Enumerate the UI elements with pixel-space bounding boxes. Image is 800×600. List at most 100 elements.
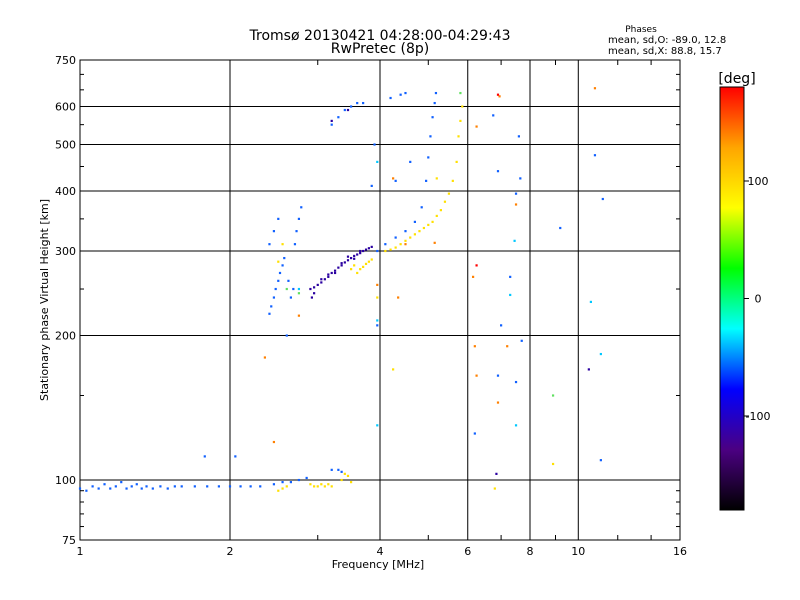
data-point <box>457 135 460 138</box>
y-axis-label: Stationary phase Virtual Height [km] <box>38 199 51 401</box>
data-point <box>362 249 365 253</box>
data-point <box>392 368 395 371</box>
data-point <box>409 160 412 164</box>
data-point <box>433 241 436 244</box>
data-point <box>473 432 476 435</box>
data-point <box>297 287 301 291</box>
x-axis-label: Frequency [MHz] <box>332 558 424 571</box>
data-point <box>376 296 379 299</box>
chart-title: Tromsø 20130421 04:28:00-04:29:43 <box>249 28 511 44</box>
grid-lines <box>80 60 680 540</box>
colorbar-ticks: 100 0 -100 <box>744 175 770 423</box>
data-point <box>330 485 333 488</box>
data-point <box>320 281 323 284</box>
data-point <box>475 374 478 377</box>
data-point <box>340 478 343 482</box>
data-point <box>350 256 353 260</box>
data-point <box>305 476 308 480</box>
y-tick-label: 75 <box>62 534 76 547</box>
data-point <box>330 468 333 471</box>
data-point <box>103 483 106 486</box>
data-point <box>350 105 353 108</box>
data-point <box>313 292 316 295</box>
data-point <box>599 352 602 356</box>
plot-area: 1 2 4 6 8 10 16 75 100 200 300 400 500 600 750 <box>55 54 687 558</box>
data-point <box>514 380 518 384</box>
data-point <box>459 119 462 122</box>
data-point <box>364 262 368 266</box>
data-point <box>409 236 412 239</box>
data-point <box>394 246 397 249</box>
data-point <box>593 87 597 90</box>
data-point <box>367 247 370 250</box>
x-tick-label: 6 <box>464 545 471 558</box>
data-point <box>413 220 416 223</box>
data-point <box>392 177 395 180</box>
chart-subtitle: RwPretec (8p) <box>331 41 429 57</box>
colorbar-gradient <box>719 86 745 511</box>
data-point <box>346 474 350 478</box>
x-tick-label: 8 <box>527 545 534 558</box>
data-point <box>159 485 162 488</box>
data-point <box>496 93 500 96</box>
data-point <box>180 485 183 488</box>
data-point <box>337 266 340 269</box>
data-point <box>404 91 407 95</box>
phases-title: Phases <box>625 25 657 35</box>
data-points <box>78 87 604 492</box>
data-point <box>425 179 428 182</box>
data-point <box>376 424 379 427</box>
data-point <box>473 345 476 348</box>
data-point <box>292 287 295 291</box>
data-point <box>300 206 303 209</box>
y-tick-label: 100 <box>55 474 76 487</box>
data-point <box>506 345 509 348</box>
colorbar-tick-label: 100 <box>748 175 769 188</box>
data-point <box>427 223 430 227</box>
data-point <box>427 156 430 159</box>
data-point <box>78 487 82 490</box>
data-point <box>289 481 292 484</box>
phases-line-x: mean, sd,X: 88.8, 15.7 <box>608 46 722 57</box>
x-tick-label: 10 <box>571 545 585 558</box>
data-point <box>356 101 359 105</box>
data-point <box>130 485 133 488</box>
data-point <box>350 268 353 271</box>
data-point <box>327 483 330 486</box>
data-point <box>389 96 392 100</box>
data-point <box>551 394 555 397</box>
data-point <box>346 255 350 258</box>
data-point <box>166 487 169 490</box>
data-point <box>293 243 297 246</box>
data-point <box>359 268 362 271</box>
data-point <box>313 286 316 289</box>
data-point <box>333 269 337 272</box>
x-tick-label: 16 <box>673 545 687 558</box>
data-point <box>206 485 209 488</box>
x-tick-label: 1 <box>77 545 84 558</box>
data-point <box>320 483 323 486</box>
data-point <box>125 487 128 490</box>
data-point <box>514 424 518 427</box>
data-point <box>418 230 421 233</box>
data-point <box>496 374 500 377</box>
data-point <box>268 243 271 246</box>
colorbar: [deg] 100 0 -100 <box>718 71 770 511</box>
data-point <box>376 324 379 327</box>
data-point <box>109 487 112 490</box>
data-point <box>492 114 495 117</box>
data-point <box>323 485 326 488</box>
data-point <box>283 256 286 260</box>
data-point <box>362 265 365 268</box>
data-point <box>272 296 276 299</box>
data-point <box>310 296 313 299</box>
data-point <box>439 209 442 212</box>
data-point <box>587 368 590 371</box>
data-point <box>509 293 512 297</box>
data-point <box>559 226 562 230</box>
data-point <box>359 252 362 255</box>
colorbar-label: [deg] <box>718 71 755 87</box>
data-point <box>589 300 592 304</box>
data-point <box>431 220 434 223</box>
data-point <box>353 257 356 260</box>
